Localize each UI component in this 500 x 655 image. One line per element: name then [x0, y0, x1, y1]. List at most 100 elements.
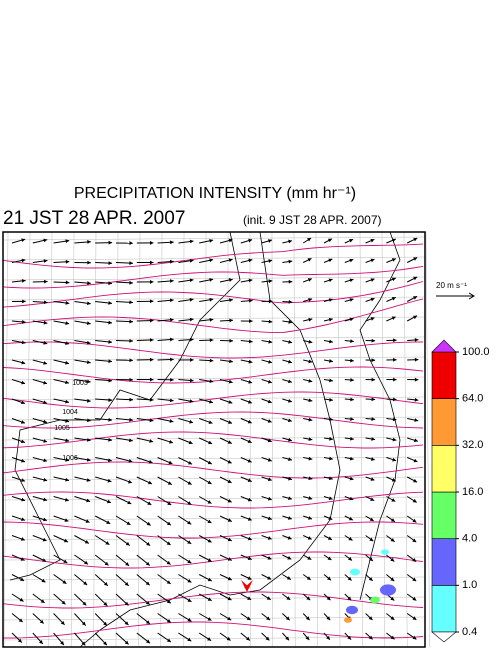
wind-head	[150, 280, 154, 284]
colorbar-segment	[432, 352, 456, 399]
wind-head	[371, 397, 375, 401]
wind-head	[170, 338, 174, 342]
wind-head	[149, 439, 153, 443]
wind-head	[87, 458, 91, 462]
wind-head	[329, 340, 333, 344]
wind-head	[87, 240, 91, 244]
graticule	[3, 257, 425, 260]
wind-head	[372, 358, 376, 362]
graticule	[426, 232, 430, 647]
wind-head	[268, 360, 272, 364]
colorbar-segment	[432, 492, 456, 539]
isobar	[3, 622, 423, 638]
wind-head	[65, 361, 69, 365]
graticule	[3, 277, 425, 280]
wind-head	[229, 258, 233, 262]
wind-head	[170, 358, 174, 362]
isobar	[3, 522, 423, 538]
wind-head	[170, 260, 174, 264]
graticule	[3, 577, 425, 580]
wind-head	[393, 378, 397, 382]
wind-head	[170, 240, 174, 244]
wind-head	[308, 418, 312, 422]
wind-head	[415, 358, 419, 362]
colorbar-tick-label: 64.0	[462, 393, 483, 405]
wind-head	[210, 338, 214, 342]
wind-head	[289, 280, 293, 284]
wind-head	[109, 241, 113, 245]
wind-head	[170, 279, 174, 283]
wind-head	[190, 379, 194, 383]
wind-head	[412, 577, 416, 581]
wind-head	[249, 340, 253, 344]
wind-head	[249, 279, 253, 283]
wind-head	[371, 417, 375, 421]
wind-head	[129, 241, 133, 245]
colorbar-segment	[432, 445, 456, 492]
wind-head	[150, 378, 154, 382]
wind-head	[44, 280, 48, 284]
colorbar-tick-label: 100.0	[462, 346, 490, 358]
wind-head	[350, 359, 354, 363]
wind-head	[65, 321, 69, 325]
wind-head	[43, 361, 47, 365]
wind-head	[170, 419, 174, 423]
graticule	[404, 232, 407, 647]
wind-head	[108, 398, 112, 402]
precip-patch	[346, 606, 358, 614]
vector-legend-label: 20 m s⁻¹	[436, 281, 467, 290]
wind-head	[249, 360, 253, 364]
precip-patch	[380, 584, 396, 595]
graticule	[138, 232, 140, 647]
wind-head	[415, 398, 419, 402]
wind-head	[129, 261, 133, 265]
wind-head	[22, 259, 26, 263]
isobar-label: 1006	[62, 455, 78, 462]
wind-head	[393, 358, 397, 362]
precip-patch	[344, 617, 352, 623]
wind-head	[248, 259, 252, 263]
wind-head	[65, 438, 69, 442]
graticule	[3, 297, 425, 300]
wind-head	[229, 278, 233, 282]
wind-head	[66, 260, 70, 264]
graticule	[3, 337, 425, 340]
precip-patch	[381, 549, 389, 555]
colorbar-segment	[432, 399, 456, 446]
wind-head	[268, 259, 272, 263]
isobar-label: 1004	[62, 409, 78, 416]
wind-head	[150, 241, 154, 245]
valid-time: 21 JST 28 APR. 2007	[3, 208, 185, 229]
graticule	[3, 617, 425, 620]
wind-head	[227, 637, 231, 641]
colorbar-under	[432, 632, 456, 642]
wind-head	[229, 318, 233, 322]
colorbar-tick-label: 4.0	[462, 533, 477, 545]
wind-head	[288, 240, 292, 244]
isobar	[3, 462, 423, 478]
colorbar-segment	[432, 539, 456, 586]
wind-head	[209, 258, 213, 262]
wind-head	[43, 420, 47, 424]
wind-head	[108, 359, 112, 363]
wind-head	[372, 378, 376, 382]
wind-head	[288, 340, 292, 344]
wind-head	[350, 378, 354, 382]
precip-patch	[350, 569, 360, 576]
graticule	[338, 232, 340, 647]
precip-patch	[370, 597, 380, 604]
wind-head	[129, 339, 133, 343]
wind-head	[415, 378, 419, 382]
wind-head	[129, 320, 133, 324]
wind-head	[288, 438, 292, 442]
wind-head	[371, 457, 375, 461]
wind-head	[308, 318, 312, 322]
wind-head	[393, 338, 397, 342]
wind-head	[329, 457, 333, 461]
wind-head	[210, 359, 214, 363]
wind-head	[87, 478, 91, 482]
graticule	[316, 232, 318, 647]
